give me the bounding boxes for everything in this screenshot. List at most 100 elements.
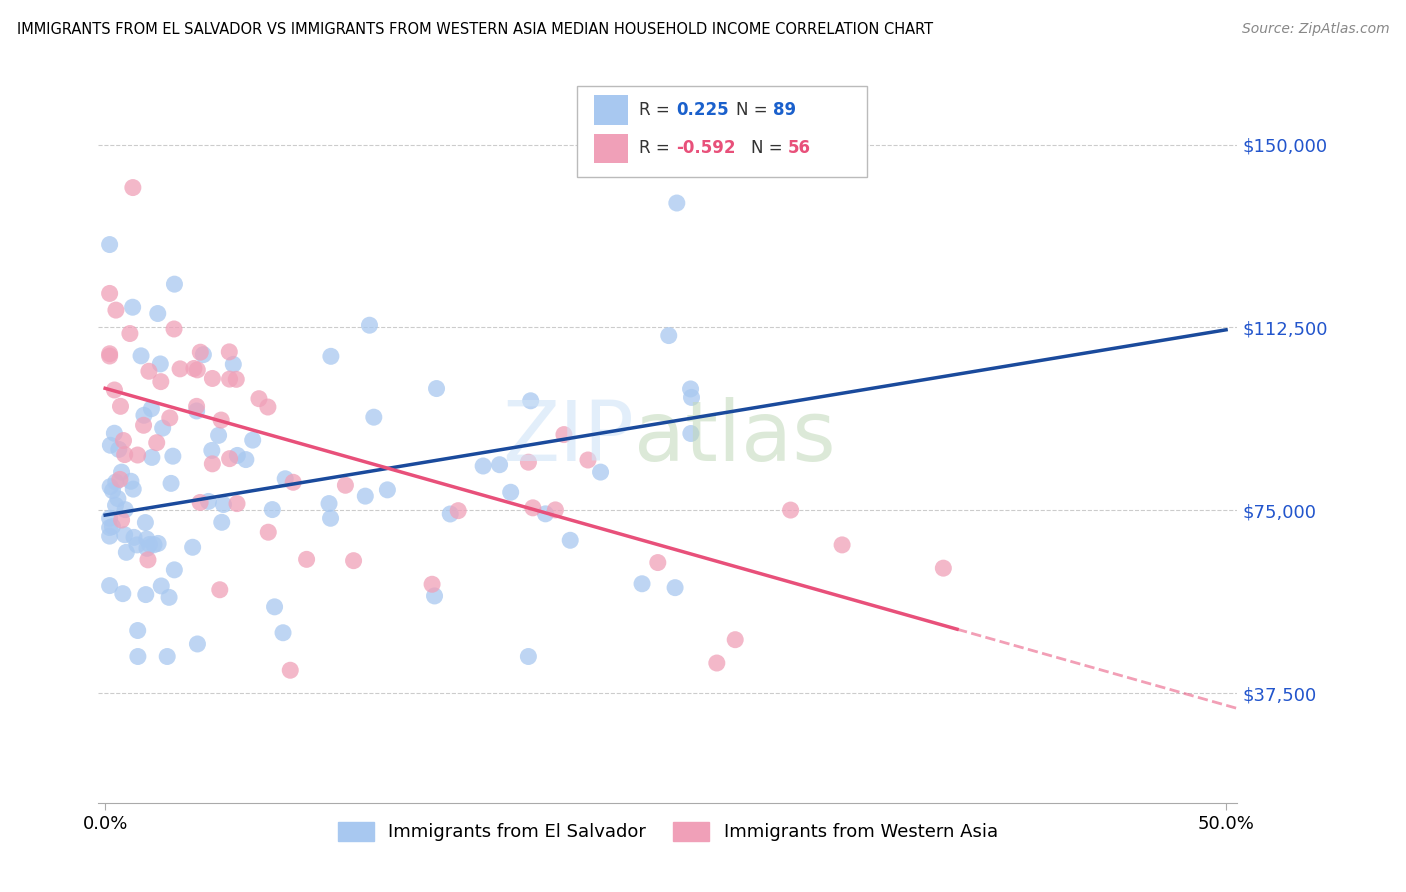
Point [127, 649, 149, 664]
Point [136, 541, 159, 556]
Text: 0.225: 0.225 [676, 101, 728, 120]
Text: Source: ZipAtlas.com: Source: ZipAtlas.com [1241, 22, 1389, 37]
Point [420, 577, 443, 591]
Point [110, 513, 132, 527]
Point [681, 391, 703, 405]
Text: ZIP: ZIP [502, 397, 634, 477]
Point [522, 500, 544, 515]
Point [104, 303, 127, 318]
Text: atlas: atlas [634, 397, 835, 477]
Point [129, 349, 152, 363]
Point [110, 400, 132, 414]
Point [193, 348, 215, 362]
Point [186, 404, 208, 418]
Point [647, 556, 669, 570]
Point [544, 503, 567, 517]
Point [181, 541, 204, 555]
Point [201, 443, 224, 458]
Point [98, 578, 121, 592]
Text: N =: N = [751, 139, 787, 157]
Point [425, 382, 447, 396]
Point [132, 409, 155, 423]
Point [150, 579, 173, 593]
Point [335, 478, 357, 492]
Point [222, 357, 245, 371]
Point [98, 480, 121, 494]
Point [118, 326, 141, 341]
Point [135, 532, 157, 546]
Point [519, 393, 541, 408]
Point [257, 400, 280, 414]
Point [152, 421, 174, 435]
Point [274, 472, 297, 486]
Point [111, 587, 134, 601]
Point [271, 625, 294, 640]
Point [127, 624, 149, 638]
Point [278, 663, 301, 677]
Point [115, 545, 138, 559]
Point [163, 277, 186, 292]
Point [212, 498, 235, 512]
Point [235, 452, 257, 467]
Point [488, 458, 510, 472]
Point [98, 529, 121, 543]
Point [553, 427, 575, 442]
Point [98, 237, 121, 252]
Point [107, 491, 129, 506]
Point [218, 344, 240, 359]
Point [162, 449, 184, 463]
Point [186, 400, 208, 414]
Point [103, 426, 125, 441]
Point [439, 507, 461, 521]
Point [98, 520, 121, 534]
Point [724, 632, 747, 647]
Point [98, 347, 121, 361]
Point [163, 563, 186, 577]
Point [534, 507, 557, 521]
Point [145, 435, 167, 450]
Point [665, 196, 688, 211]
Point [517, 649, 540, 664]
Point [112, 434, 135, 448]
Point [98, 349, 121, 363]
Point [121, 300, 143, 314]
Point [149, 357, 172, 371]
Point [146, 536, 169, 550]
Point [472, 458, 495, 473]
Point [247, 392, 270, 406]
Point [517, 455, 540, 469]
Point [560, 533, 582, 548]
Point [146, 306, 169, 320]
Point [359, 318, 381, 333]
Point [589, 465, 612, 479]
Point [211, 516, 233, 530]
Point [108, 442, 131, 457]
Text: R =: R = [640, 139, 675, 157]
Point [159, 410, 181, 425]
Point [103, 383, 125, 397]
Point [318, 497, 340, 511]
Point [342, 554, 364, 568]
Point [207, 428, 229, 442]
FancyBboxPatch shape [576, 86, 868, 178]
Point [664, 581, 686, 595]
Point [101, 483, 124, 498]
Point [125, 538, 148, 552]
Text: R =: R = [640, 101, 675, 120]
Point [447, 503, 470, 517]
Point [100, 438, 122, 452]
Point [242, 433, 264, 447]
Point [263, 599, 285, 614]
Point [576, 453, 599, 467]
Point [121, 180, 143, 194]
Point [104, 475, 127, 489]
Point [679, 382, 702, 396]
Point [423, 589, 446, 603]
Point [138, 537, 160, 551]
Point [183, 361, 205, 376]
Point [658, 328, 681, 343]
Point [226, 497, 249, 511]
Point [283, 475, 305, 490]
Point [197, 494, 219, 508]
Point [138, 364, 160, 378]
